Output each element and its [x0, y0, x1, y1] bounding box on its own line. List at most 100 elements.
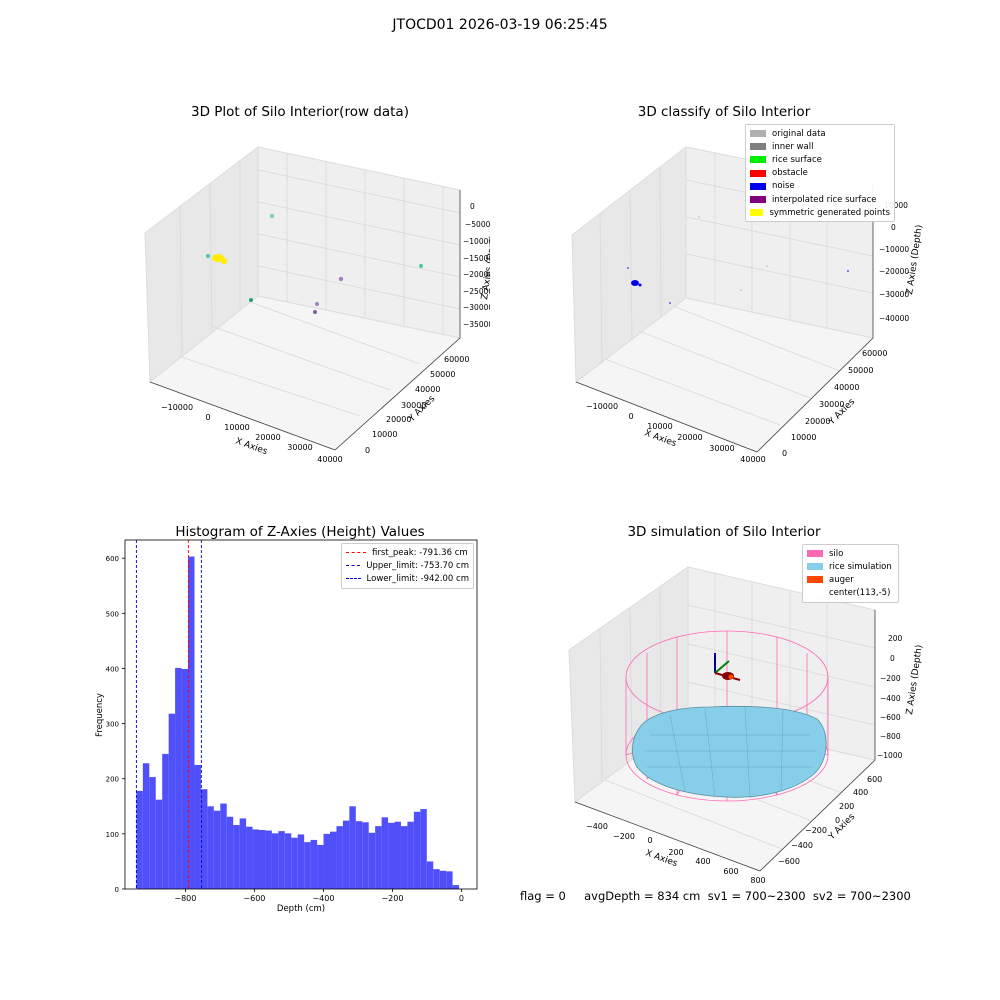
svg-text:−200: −200 [880, 674, 901, 683]
histogram-bar [362, 822, 369, 889]
histogram-bar [149, 777, 156, 889]
histogram-bar [213, 810, 221, 889]
svg-text:0: 0 [835, 816, 840, 825]
panel4-xticks: −400 −200 0 200 400 600 800 [586, 822, 766, 885]
histogram-ytick-label: 600 [106, 555, 119, 563]
legend-swatch [807, 563, 823, 571]
panel1-grid [177, 153, 461, 417]
svg-text:0: 0 [365, 446, 370, 455]
panel1-panes [144, 145, 462, 451]
svg-text:30000: 30000 [709, 444, 734, 453]
legend-swatch [750, 156, 766, 164]
svg-text:20000: 20000 [677, 433, 702, 442]
svg-text:20000: 20000 [386, 415, 411, 424]
histogram-bar [284, 833, 292, 889]
svg-text:−5000: −5000 [465, 220, 490, 229]
svg-text:−25000: −25000 [463, 287, 490, 296]
svg-text:800: 800 [750, 876, 765, 885]
histogram-bar [407, 821, 414, 889]
svg-text:−20000: −20000 [879, 267, 909, 276]
histogram-bar [246, 826, 253, 889]
legend-item-rice-surface: rice surface [750, 153, 890, 166]
panel4-yticks: −600 −400 −200 0 200 400 600 [778, 775, 882, 866]
histogram-bar [439, 870, 447, 889]
legend-item-first-peak: first_peak: -791.36 cm [346, 546, 469, 559]
svg-text:−10000: −10000 [463, 237, 490, 246]
histogram-ylabel: Frequency [95, 693, 105, 737]
svg-text:10000: 10000 [224, 423, 249, 432]
svg-text:50000: 50000 [430, 370, 455, 379]
panel2-title: 3D classify of Silo Interior [637, 104, 811, 120]
svg-text:−30000: −30000 [463, 303, 490, 312]
histogram-bar [349, 806, 356, 889]
histogram-title: Histogram of Z-Axies (Height) Values [175, 524, 425, 540]
svg-text:−200: −200 [613, 832, 635, 841]
panel1-points [206, 214, 423, 314]
svg-text:200: 200 [839, 802, 854, 811]
histogram-bar [336, 826, 343, 889]
histogram-bar [329, 831, 337, 889]
svg-text:0: 0 [891, 223, 896, 232]
histogram-bar [400, 826, 408, 889]
histogram-bar [291, 837, 298, 889]
auger-marker [714, 653, 741, 681]
svg-text:−10000: −10000 [879, 245, 909, 254]
histogram-bar [259, 830, 266, 889]
panel4-legend: silo rice simulation auger center(113,-5… [802, 544, 899, 603]
histogram-bar [142, 763, 150, 889]
svg-text:10000: 10000 [372, 430, 397, 439]
panel2-zlabel: Z Axies (Depth) [905, 224, 925, 295]
svg-text:−600: −600 [778, 857, 800, 866]
legend-item-noise: noise [750, 180, 890, 193]
panel4-3d-axes: −400 −200 0 200 400 600 800 X Axies −600… [568, 566, 925, 885]
panel2-xticks: −10000 0 10000 20000 30000 40000 [586, 402, 766, 464]
histogram-xtick-label: −600 [243, 894, 265, 903]
svg-text:200: 200 [888, 634, 903, 643]
histogram-bar [297, 834, 305, 889]
svg-text:600: 600 [867, 775, 882, 784]
svg-text:−30000: −30000 [879, 290, 909, 299]
legend-swatch [750, 196, 766, 204]
svg-text:400: 400 [853, 788, 868, 797]
legend-line [346, 552, 366, 554]
panel4-zlabel: Z Axies (Depth) [905, 644, 925, 715]
histogram-bar [446, 871, 453, 889]
histogram-xtick-label: −200 [381, 894, 403, 903]
histogram-bar [188, 556, 195, 889]
legend-item-auger: auger [807, 573, 894, 586]
histogram-ytick-label: 100 [106, 831, 119, 839]
histogram-bar [452, 885, 460, 889]
legend-swatch [750, 130, 766, 138]
svg-text:0: 0 [470, 202, 475, 211]
svg-text:10000: 10000 [884, 201, 908, 210]
histogram-bar [233, 825, 240, 889]
svg-text:−800: −800 [880, 732, 901, 741]
svg-text:−35000: −35000 [463, 320, 490, 329]
histogram-vlines [135, 540, 202, 889]
svg-text:40000: 40000 [317, 455, 342, 464]
legend-line [346, 565, 361, 567]
histogram-bar [323, 833, 330, 889]
svg-text:40000: 40000 [740, 455, 765, 464]
panel2-xlabel: X Axies [643, 428, 678, 449]
histogram-bar [426, 861, 434, 889]
svg-text:−10000: −10000 [586, 402, 618, 411]
svg-text:−15000: −15000 [463, 254, 490, 263]
svg-text:−200: −200 [805, 826, 827, 835]
legend-item-upper-limit: Upper_limit: -753.70 cm [346, 559, 469, 572]
svg-text:50000: 50000 [848, 366, 873, 375]
histogram-bar [317, 844, 324, 889]
histogram-bar [433, 869, 440, 889]
svg-text:20000: 20000 [805, 417, 830, 426]
svg-text:0: 0 [647, 836, 652, 845]
histogram-ytick-label: 300 [106, 721, 119, 729]
svg-text:30000: 30000 [819, 400, 844, 409]
svg-text:10000: 10000 [791, 433, 816, 442]
panel1-title: 3D Plot of Silo Interior(row data) [191, 104, 409, 120]
svg-text:−10000: −10000 [161, 403, 193, 412]
panel2-points [627, 216, 849, 304]
panel1-3d-axes: −10000 0 10000 20000 30000 40000 X Axies… [144, 145, 490, 464]
svg-text:40000: 40000 [415, 385, 440, 394]
figure-title: JTOCD01 2026-03-19 06:25:45 [392, 17, 608, 33]
panel1-zticks: 0 −5000 −10000 −15000 −20000 −25000 −300… [463, 202, 490, 329]
